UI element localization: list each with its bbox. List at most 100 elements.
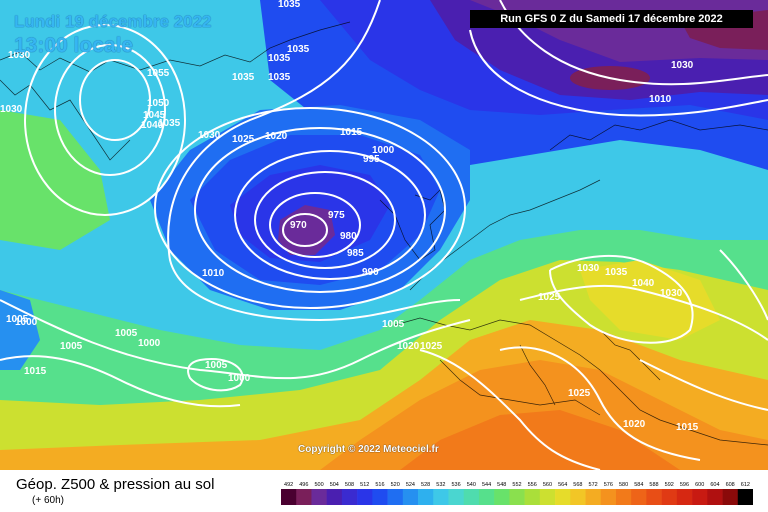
legend-swatch bbox=[509, 489, 525, 505]
legend-value-label: 508 bbox=[345, 482, 354, 488]
legend-value-label: 560 bbox=[543, 482, 552, 488]
isobar-label: 1030 bbox=[0, 104, 23, 115]
isobar-label: 1025 bbox=[232, 134, 255, 145]
isobar-label: 1035 bbox=[158, 118, 181, 129]
legend-value-label: 492 bbox=[284, 482, 293, 488]
legend-value-label: 584 bbox=[634, 482, 643, 488]
legend-swatch bbox=[692, 489, 708, 505]
isobar-label: 1015 bbox=[24, 366, 47, 377]
legend-value-label: 516 bbox=[375, 482, 384, 488]
isobar-lines bbox=[0, 0, 768, 470]
isobar-label: 1010 bbox=[649, 94, 672, 105]
legend-swatch bbox=[463, 489, 480, 505]
legend-swatch bbox=[585, 489, 602, 505]
isobar-label: 990 bbox=[362, 267, 379, 278]
legend-swatch bbox=[524, 489, 541, 505]
isobar-label: 1025 bbox=[568, 388, 591, 399]
legend-value-label: 544 bbox=[482, 482, 491, 488]
copyright-notice: Copyright © 2022 Meteociel.fr bbox=[298, 444, 439, 455]
legend-value-label: 552 bbox=[512, 482, 521, 488]
isobar-label: 1035 bbox=[287, 44, 310, 55]
isobar-label: 1005 bbox=[60, 341, 83, 352]
legend-value-label: 524 bbox=[406, 482, 415, 488]
isobar-label: 1000 bbox=[15, 317, 38, 328]
legend-value-label: 528 bbox=[421, 482, 430, 488]
legend-swatch bbox=[357, 489, 373, 505]
isobar-label: 1035 bbox=[278, 0, 301, 10]
legend-value-label: 504 bbox=[330, 482, 339, 488]
legend-swatch bbox=[326, 489, 343, 505]
isobar-label: 1000 bbox=[138, 338, 161, 349]
legend-swatch bbox=[600, 489, 617, 505]
isobar-label: 1035 bbox=[605, 267, 628, 278]
legend-swatch bbox=[676, 489, 693, 505]
field-yellow-east bbox=[580, 260, 720, 340]
legend-swatch bbox=[448, 489, 465, 505]
legend-value-label: 612 bbox=[741, 482, 750, 488]
legend-swatch bbox=[478, 489, 495, 505]
legend-value-label: 540 bbox=[467, 482, 476, 488]
isobar-label: 970 bbox=[290, 220, 307, 231]
legend-swatch bbox=[402, 489, 419, 505]
legend-value-label: 536 bbox=[452, 482, 461, 488]
isobar-label: 1005 bbox=[6, 314, 29, 325]
isobar-label: 1005 bbox=[205, 360, 228, 371]
isobar-label: 1035 bbox=[232, 72, 255, 83]
legend-value-label: 576 bbox=[604, 482, 613, 488]
isobar-label: 1030 bbox=[671, 60, 694, 71]
legend-swatch bbox=[418, 489, 434, 505]
legend-value-label: 608 bbox=[726, 482, 735, 488]
legend-swatch bbox=[296, 489, 312, 505]
isobar-label: 1020 bbox=[623, 419, 646, 430]
isobar-label: 1000 bbox=[372, 145, 395, 156]
legend-swatch bbox=[372, 489, 388, 505]
isobar-label: 1030 bbox=[577, 263, 600, 274]
legend-value-label: 596 bbox=[680, 482, 689, 488]
legend-value-label: 512 bbox=[360, 482, 369, 488]
forecast-lead-time: (+ 60h) bbox=[32, 495, 64, 506]
isobar-label: 1015 bbox=[340, 127, 363, 138]
isobar-label: 995 bbox=[363, 154, 380, 165]
legend-value-label: 604 bbox=[710, 482, 719, 488]
isobar-label: 1040 bbox=[141, 120, 164, 131]
isobar-label: 1025 bbox=[420, 341, 443, 352]
isobar-label: 1005 bbox=[115, 328, 138, 339]
legend-swatch bbox=[387, 489, 404, 505]
geopotential-map: 1035103010351035103510351030105510501045… bbox=[0, 0, 768, 470]
isobar-label: 1030 bbox=[660, 288, 683, 299]
field-west-blue bbox=[0, 290, 40, 370]
isobar-label: 1020 bbox=[265, 131, 288, 142]
legend-value-label: 588 bbox=[649, 482, 658, 488]
legend-value-label: 592 bbox=[665, 482, 674, 488]
isobar-label: 1045 bbox=[143, 110, 166, 121]
color-scale-legend: 492 496 500 504 508 512 516 520 524 528 532 536 540 5… bbox=[281, 482, 753, 505]
legend-value-label: 520 bbox=[391, 482, 400, 488]
legend-swatch bbox=[281, 489, 297, 505]
legend-value-label: 532 bbox=[436, 482, 445, 488]
isobar-label: 1000 bbox=[228, 373, 251, 384]
isobar-label: 1010 bbox=[202, 268, 225, 279]
legend-swatch bbox=[646, 489, 662, 505]
legend-swatch bbox=[570, 489, 586, 505]
isobar-label: 1035 bbox=[268, 53, 291, 64]
legend-swatch bbox=[707, 489, 723, 505]
legend-swatch bbox=[494, 489, 510, 505]
legend-swatch bbox=[341, 489, 358, 505]
isobar-label: 1020 bbox=[397, 341, 420, 352]
legend-swatch bbox=[631, 489, 647, 505]
legend-value-label: 600 bbox=[695, 482, 704, 488]
legend-swatch bbox=[555, 489, 571, 505]
isobar-label: 1030 bbox=[198, 130, 221, 141]
forecast-date: Lundi 19 décembre 2022 bbox=[14, 12, 212, 31]
map-product-title: Géop. Z500 & pression au sol bbox=[16, 476, 215, 493]
legend-value-label: 564 bbox=[558, 482, 567, 488]
forecast-time: 13:00 locale bbox=[14, 34, 134, 57]
isobar-label: 1050 bbox=[147, 98, 170, 109]
legend-swatch bbox=[737, 489, 753, 505]
isobar-label: 1055 bbox=[147, 68, 170, 79]
legend-value-label: 556 bbox=[528, 482, 537, 488]
isobar-label: 1025 bbox=[538, 292, 561, 303]
isobar-label: 1040 bbox=[632, 278, 655, 289]
isobar-label: 980 bbox=[340, 231, 357, 242]
legend-value-label: 500 bbox=[314, 482, 323, 488]
